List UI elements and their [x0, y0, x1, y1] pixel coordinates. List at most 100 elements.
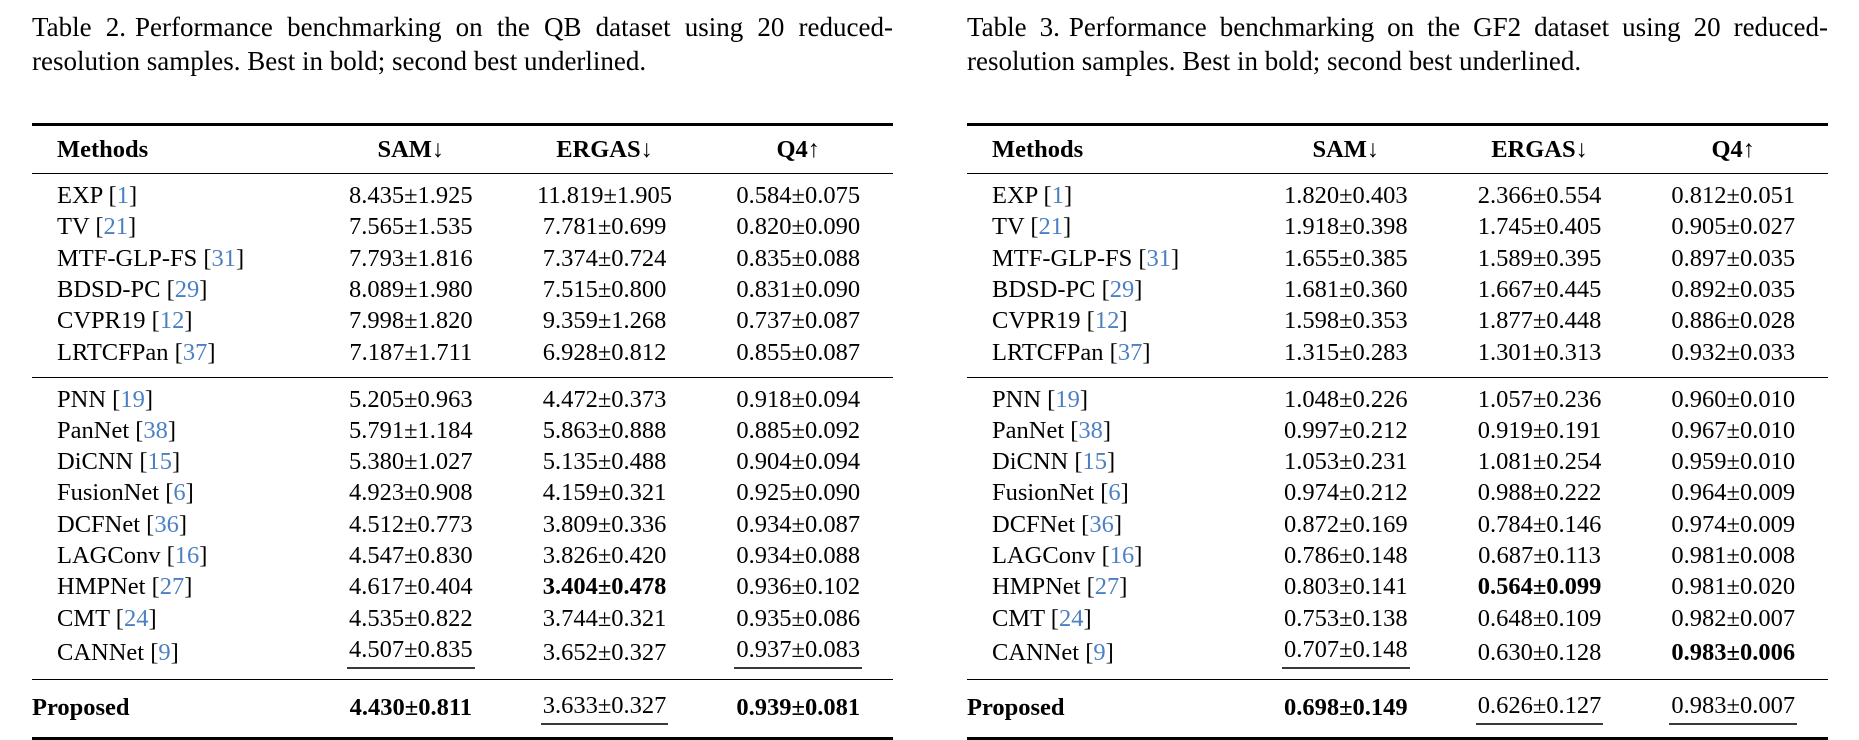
metric-value: 4.159±0.321	[542, 479, 667, 507]
metric-value: 7.793±1.816	[348, 244, 473, 272]
method-cell: PanNet [38]	[57, 416, 177, 444]
metric-cell: 3.809±0.336	[506, 510, 704, 541]
metric-cell: 0.892±0.035	[1639, 275, 1828, 306]
metric-cell: 0.855±0.087	[704, 337, 893, 377]
metric-value: 7.187±1.711	[349, 338, 473, 366]
citation-ref[interactable]: 27	[159, 573, 185, 601]
citation-ref[interactable]: 36	[154, 510, 179, 538]
citation-ref[interactable]: 15	[1082, 448, 1108, 476]
citation-ref[interactable]: 24	[1058, 604, 1084, 632]
metric-value: 7.374±0.724	[542, 244, 667, 272]
citation-ref[interactable]: 31	[1146, 244, 1172, 272]
metric-cell: 1.053±0.231	[1251, 447, 1440, 478]
citation-ref[interactable]: 16	[174, 542, 200, 570]
metric-value: 4.472±0.373	[542, 385, 667, 413]
metric-cell: 0.803±0.141	[1251, 572, 1440, 603]
metric-cell: 4.547±0.830	[316, 541, 505, 572]
table-row: DiCNN [15] 1.053±0.231 1.081±0.254 0.959±0.…	[967, 447, 1828, 478]
citation-ref[interactable]: 29	[1109, 275, 1135, 303]
metric-cell: 8.089±1.980	[316, 275, 505, 306]
metric-value: 0.937±0.083	[734, 636, 863, 669]
method-cell: DiCNN [15]	[57, 448, 181, 476]
metric-cell: 0.584±0.075	[704, 174, 893, 213]
metric-value: 0.964±0.009	[1671, 479, 1796, 507]
citation-ref[interactable]: 1	[116, 182, 129, 210]
method-cell: Proposed	[967, 679, 1251, 738]
metric-cell: 7.793±1.816	[316, 243, 505, 274]
metric-cell: 1.667±0.445	[1441, 275, 1639, 306]
metric-value: 1.057±0.236	[1477, 385, 1602, 413]
metric-value: 0.935±0.086	[736, 604, 861, 632]
method-cell: CANNet [9]	[57, 638, 179, 666]
citation-ref[interactable]: 38	[1078, 416, 1103, 444]
citation-ref[interactable]: 9	[1093, 638, 1106, 666]
metric-value: 1.048±0.226	[1283, 385, 1408, 413]
citation-ref[interactable]: 9	[158, 638, 171, 666]
citation-ref[interactable]: 21	[103, 213, 129, 241]
citation-ref[interactable]: 6	[1108, 479, 1121, 507]
metric-value: 0.982±0.007	[1671, 604, 1796, 632]
citation-ref[interactable]: 37	[182, 338, 208, 366]
citation-ref[interactable]: 19	[1055, 385, 1080, 413]
table-row: PNN [19] 1.048±0.226 1.057±0.236 0.960±0.01…	[967, 377, 1828, 416]
method-cell: CVPR19 [12]	[57, 307, 193, 335]
metric-value: 11.819±1.905	[537, 182, 673, 210]
metric-cell: 1.081±0.254	[1441, 447, 1639, 478]
citation-ref[interactable]: 12	[159, 307, 185, 335]
method-cell: PNN [19]	[57, 385, 153, 413]
method-label: LRTCFPan	[57, 338, 169, 366]
metric-cell: 7.515±0.800	[506, 275, 704, 306]
table-row: CANNet [9] 4.507±0.835 3.652±0.327 0.937±0.…	[32, 635, 893, 680]
metric-cell: 0.784±0.146	[1441, 510, 1639, 541]
citation-ref[interactable]: 27	[1094, 573, 1120, 601]
metric-cell: 0.918±0.094	[704, 377, 893, 416]
metric-value: 2.366±0.554	[1477, 182, 1602, 210]
metric-cell: 0.934±0.087	[704, 510, 893, 541]
method-label: LAGConv	[992, 542, 1096, 570]
metric-value: 1.081±0.254	[1477, 448, 1602, 476]
table-row: TV [21] 1.918±0.398 1.745±0.405 0.905±0.027	[967, 212, 1828, 243]
metric-value: 1.681±0.360	[1283, 275, 1408, 303]
header-row: Methods SAM↓ ERGAS↓ Q4↑	[967, 124, 1828, 175]
metric-cell: 0.937±0.083	[704, 635, 893, 680]
citation-ref[interactable]: 6	[173, 479, 186, 507]
table-row: LAGConv [16] 4.547±0.830 3.826±0.420 0.934±…	[32, 541, 893, 572]
method-label: BDSD-PC	[992, 275, 1096, 303]
citation-ref[interactable]: 12	[1094, 307, 1120, 335]
metric-value: 4.535±0.822	[348, 604, 473, 632]
metric-value: 0.812±0.051	[1671, 182, 1796, 210]
method-cell: HMPNet [27]	[992, 573, 1128, 601]
citation-ref[interactable]: 38	[143, 416, 168, 444]
proposed-row-group: Proposed 0.698±0.149 0.626±0.127 0.983±0.00…	[967, 679, 1828, 738]
table-row: Proposed 0.698±0.149 0.626±0.127 0.983±0.00…	[967, 679, 1828, 738]
table-row: TV [21] 7.565±1.535 7.781±0.699 0.820±0.090	[32, 212, 893, 243]
citation-ref[interactable]: 16	[1109, 542, 1135, 570]
table-row: DCFNet [36] 4.512±0.773 3.809±0.336 0.934±0…	[32, 510, 893, 541]
metric-cell: 4.617±0.404	[316, 572, 505, 603]
citation-ref[interactable]: 31	[211, 244, 237, 272]
metric-cell: 6.928±0.812	[506, 337, 704, 377]
citation-ref[interactable]: 1	[1051, 182, 1064, 210]
metric-value: 0.835±0.088	[736, 244, 861, 272]
metric-cell: 0.812±0.051	[1639, 174, 1828, 213]
method-cell: DCFNet [36]	[57, 510, 188, 538]
citation-ref[interactable]: 36	[1089, 510, 1114, 538]
metric-cell: 0.707±0.148	[1251, 635, 1440, 680]
citation-ref[interactable]: 24	[123, 604, 149, 632]
metric-value: 1.315±0.283	[1283, 338, 1408, 366]
proposed-row-group: Proposed 4.430±0.811 3.633±0.327 0.939±0.08…	[32, 679, 893, 738]
metric-value: 0.564±0.099	[1477, 573, 1602, 601]
citation-ref[interactable]: 21	[1038, 213, 1064, 241]
method-label: DiCNN	[57, 448, 134, 476]
metric-cell: 7.374±0.724	[506, 243, 704, 274]
metric-value: 0.939±0.081	[736, 694, 861, 722]
citation-ref[interactable]: 29	[174, 275, 200, 303]
metric-cell: 5.205±0.963	[316, 377, 505, 416]
citation-ref[interactable]: 15	[147, 448, 173, 476]
citation-ref[interactable]: 37	[1117, 338, 1143, 366]
citation-ref[interactable]: 19	[120, 385, 145, 413]
method-label: DCFNet	[992, 510, 1076, 538]
metric-cell: 0.964±0.009	[1639, 478, 1828, 509]
metric-cell: 1.315±0.283	[1251, 337, 1440, 377]
column-header-sam: SAM↓	[316, 124, 506, 175]
